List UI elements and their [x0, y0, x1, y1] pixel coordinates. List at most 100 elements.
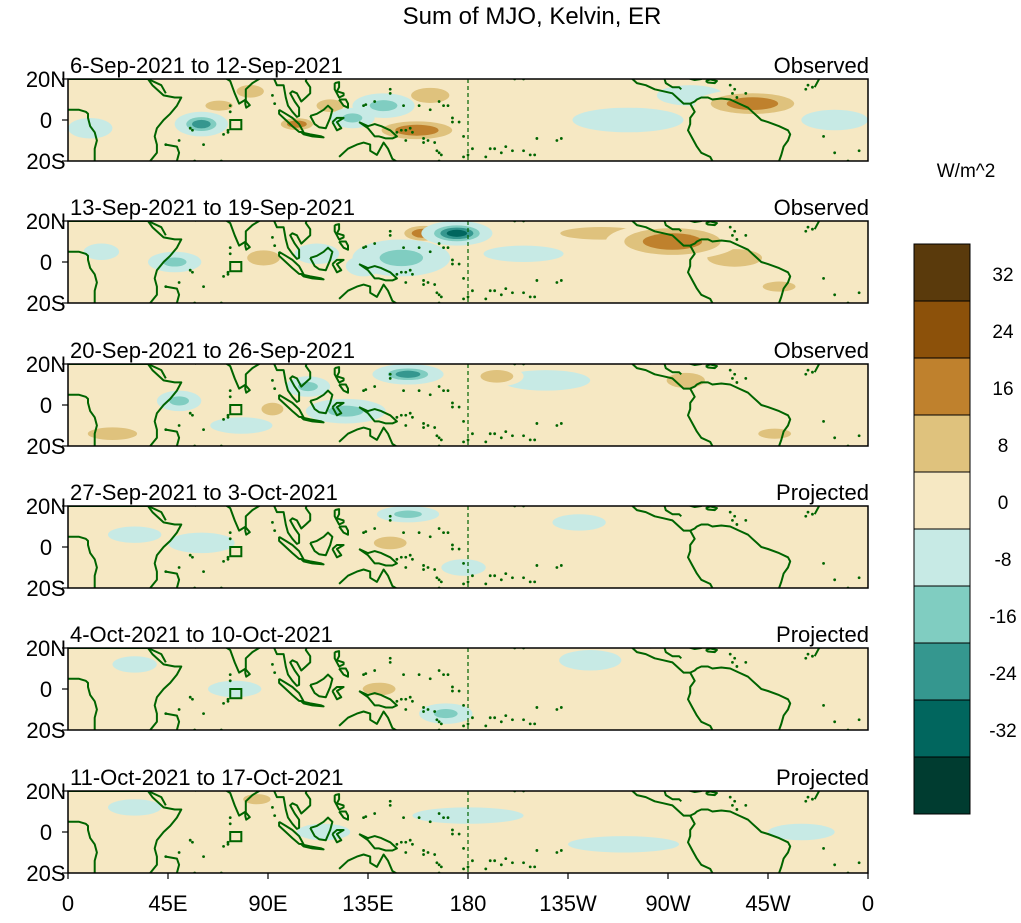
coastline — [338, 568, 398, 588]
island-dot — [226, 415, 230, 419]
lat-tick-label: 20N — [26, 209, 66, 234]
island-dot — [417, 104, 421, 108]
anomaly-cell — [726, 97, 779, 110]
coastline — [687, 530, 714, 588]
island-dot — [364, 388, 368, 392]
island-dot — [395, 415, 399, 419]
coastline — [147, 221, 167, 236]
anomaly-cell — [90, 246, 113, 257]
island-dot — [735, 381, 739, 384]
island-dot — [480, 589, 483, 592]
island-dot — [733, 87, 737, 91]
island-dot — [228, 389, 232, 393]
island-dot — [226, 699, 230, 703]
island-dot — [226, 270, 230, 274]
island-dot — [499, 578, 503, 582]
coastline — [358, 121, 398, 140]
island-dot — [226, 413, 230, 417]
island-dot — [362, 673, 365, 677]
coastline — [319, 165, 324, 181]
x-axis: 0 45E 90E 135E 180 135W 90W 45W 0 — [62, 873, 874, 916]
colorbar-tick-label: 0 — [998, 493, 1009, 514]
island-dot — [422, 706, 425, 709]
island-dot — [457, 689, 461, 693]
coastline — [813, 791, 821, 800]
island-dot — [399, 840, 403, 844]
island-dot — [811, 654, 814, 658]
lat-tick-label: 20N — [26, 779, 66, 804]
island-dot — [744, 660, 748, 664]
island-dot — [228, 395, 232, 399]
coastline — [687, 672, 714, 730]
x-tick-label: 45W — [745, 891, 790, 916]
island-dot — [388, 372, 392, 376]
coastline — [331, 829, 345, 844]
island-dot — [411, 842, 414, 846]
coastline — [165, 285, 181, 303]
island-dot — [522, 149, 525, 153]
island-dot — [462, 297, 465, 301]
island-dot — [364, 103, 368, 107]
island-dot — [442, 104, 445, 108]
anomaly-cell — [762, 281, 796, 292]
island-dot — [402, 673, 405, 677]
island-dot — [462, 562, 465, 565]
region-box — [229, 546, 243, 558]
colorbar-swatch — [913, 471, 971, 530]
island-dot — [471, 289, 474, 293]
island-dot — [164, 712, 168, 715]
island-dot — [451, 405, 454, 409]
island-dot — [471, 432, 474, 436]
island-dot — [364, 245, 368, 249]
island-dot — [373, 385, 377, 388]
island-dot — [273, 671, 277, 674]
lat-tick-label: 20S — [26, 149, 65, 174]
anomaly-cell — [120, 659, 149, 670]
island-dot — [399, 270, 403, 274]
island-dot — [437, 242, 441, 245]
anomaly-cell — [562, 517, 596, 528]
island-dot — [559, 849, 563, 852]
island-dot — [559, 706, 563, 709]
panels-group: 20N 0 20S 6-Sep-2021 to 12-Sep-2021 Observed… — [26, 53, 869, 886]
island-dot — [388, 660, 392, 664]
anomaly-cell — [108, 799, 162, 816]
island-dot — [511, 434, 514, 438]
island-dot — [488, 716, 492, 720]
chart-title: Sum of MJO, Kelvin, ER — [403, 3, 662, 30]
coastline — [273, 506, 312, 545]
island-dot — [733, 799, 737, 803]
coastline — [68, 108, 98, 161]
island-dot — [804, 229, 808, 233]
island-dot — [480, 731, 483, 734]
island-dot — [388, 514, 392, 518]
island-dot — [457, 547, 461, 551]
anomaly-cell — [501, 678, 591, 700]
coastline — [338, 525, 349, 536]
coastline — [631, 506, 792, 588]
island-dot — [388, 656, 392, 660]
island-dot — [833, 720, 837, 724]
island-dot — [488, 859, 492, 863]
lat-tick-label: 0 — [40, 535, 52, 560]
island-dot — [457, 262, 461, 266]
island-dot — [804, 799, 808, 803]
island-dot — [857, 434, 861, 438]
anomaly-cell — [101, 276, 168, 297]
island-dot — [428, 250, 432, 254]
coastline — [244, 384, 251, 394]
island-dot — [528, 722, 532, 726]
island-dot — [399, 555, 403, 559]
coastline — [68, 820, 98, 873]
coastline — [358, 833, 398, 852]
island-dot — [408, 695, 412, 699]
island-dot — [555, 139, 559, 142]
island-dot — [422, 141, 425, 144]
island-dot — [504, 430, 508, 434]
island-dot — [437, 863, 441, 867]
island-dot — [373, 100, 377, 103]
island-dot — [226, 555, 230, 559]
island-dot — [411, 415, 414, 419]
coastline — [147, 506, 167, 521]
colorbar-tick-label: -32 — [989, 721, 1016, 742]
